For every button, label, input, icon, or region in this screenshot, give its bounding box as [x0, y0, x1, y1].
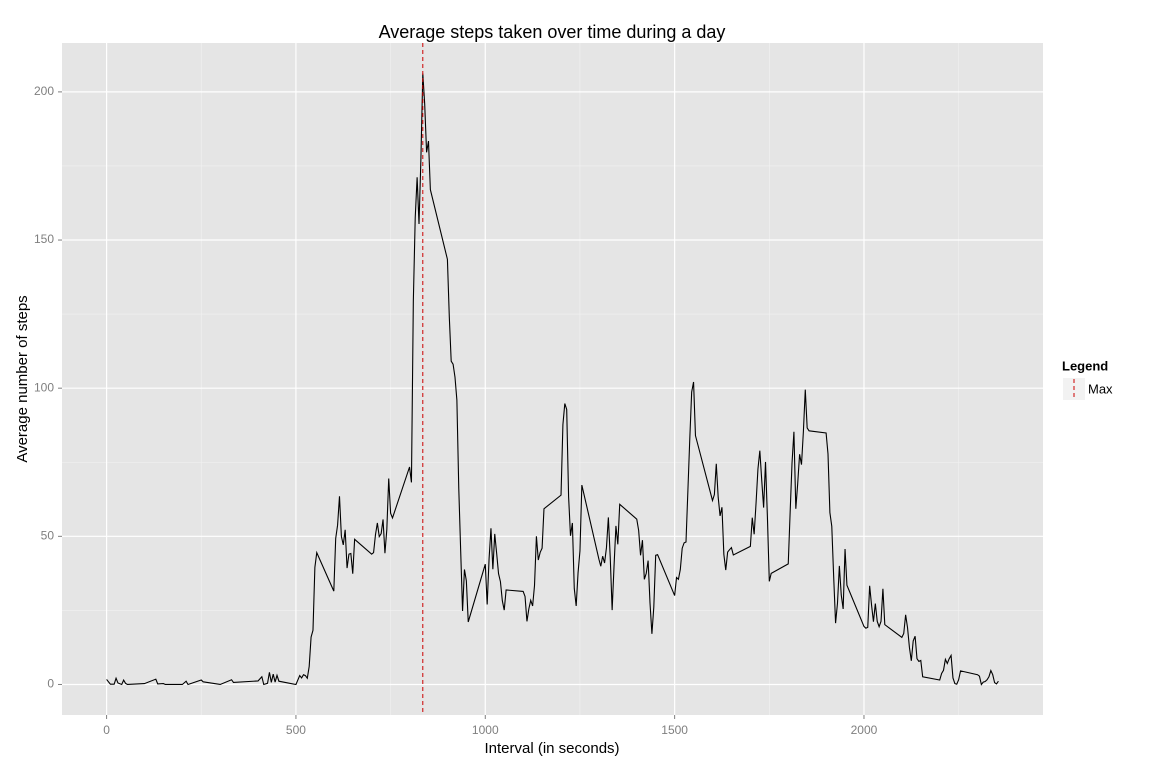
y-axis-title: Average number of steps [14, 295, 31, 462]
x-tick-label: 0 [103, 723, 110, 737]
plot-panel [62, 43, 1043, 715]
y-tick-label: 50 [41, 529, 55, 543]
line-series [106, 73, 999, 686]
y-tick-label: 0 [47, 677, 54, 691]
y-tick-label: 150 [34, 232, 54, 246]
x-tick-label: 1000 [472, 723, 499, 737]
marks [106, 43, 999, 715]
x-tick-label: 1500 [661, 723, 688, 737]
legend: Legend Max [1062, 358, 1113, 400]
y-tick-label: 200 [34, 84, 54, 98]
y-tick-label: 100 [34, 380, 54, 394]
legend-label: Max [1088, 381, 1113, 396]
legend-title: Legend [1062, 358, 1108, 373]
chart-title: Average steps taken over time during a d… [379, 22, 726, 42]
x-axis-title: Interval (in seconds) [484, 740, 619, 757]
grid [62, 43, 1043, 715]
x-tick-label: 2000 [851, 723, 878, 737]
x-tick-label: 500 [286, 723, 306, 737]
